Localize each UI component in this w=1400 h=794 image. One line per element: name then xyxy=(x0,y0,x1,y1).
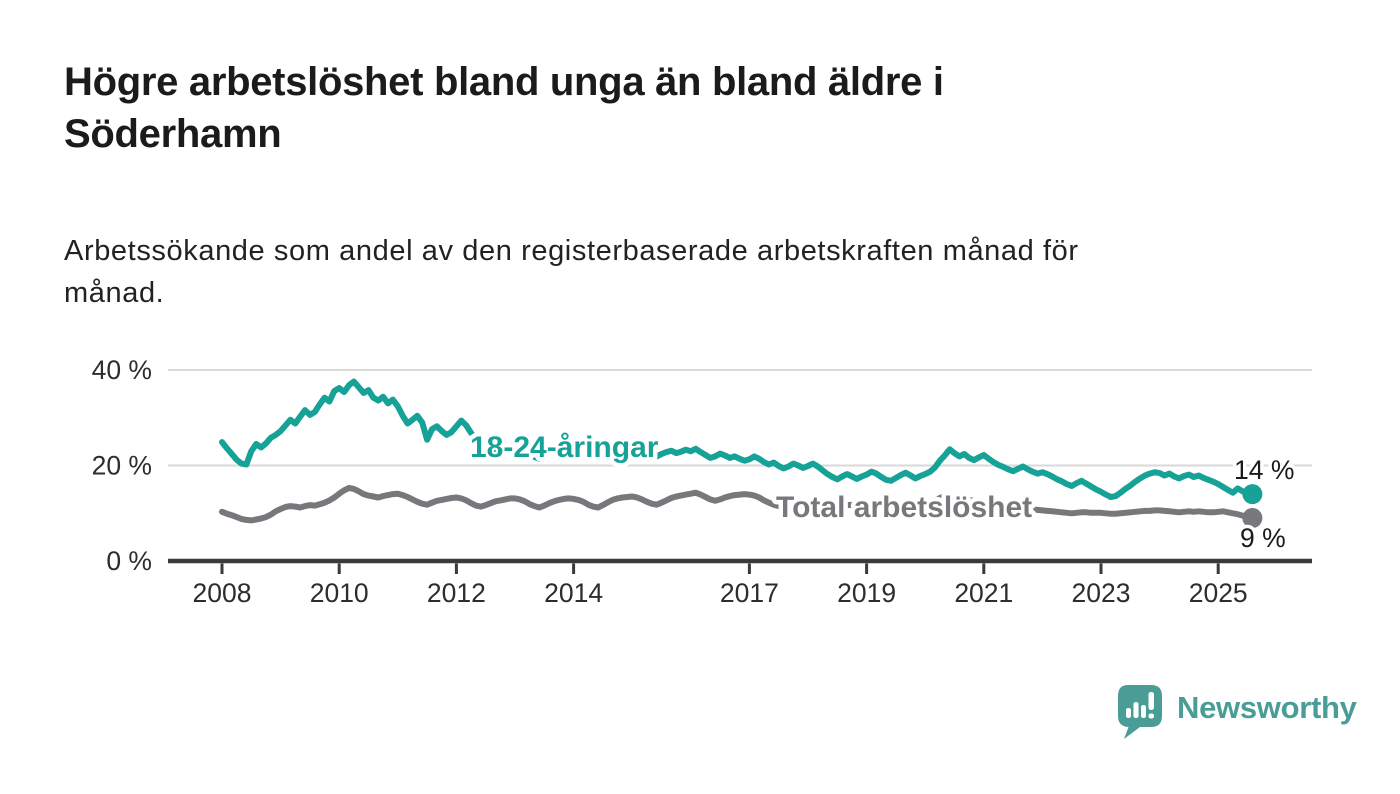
logo-bar-1 xyxy=(1126,708,1131,718)
series-label-1: Total arbetslöshet xyxy=(776,491,1032,524)
logo-bar-3 xyxy=(1141,705,1146,718)
line-chart: 2008 2010 2012 2014 2017 2019 2021 2023 2025 0 % 2… xyxy=(92,355,1312,608)
x-tick-label-2019: 2019 xyxy=(837,578,896,608)
newsworthy-logo-text: Newsworthy xyxy=(1177,690,1357,725)
page-title: Högre arbetslöshet bland unga än bland ä… xyxy=(64,56,1224,161)
series-line-0 xyxy=(219,378,1256,500)
x-tick-label-2025: 2025 xyxy=(1189,578,1248,608)
logo-speech-bubble xyxy=(1118,685,1162,739)
y-tick-label-20: 20 % xyxy=(92,451,152,481)
chart-subtitle-line-2: månad. xyxy=(64,277,165,310)
x-tick-label-2023: 2023 xyxy=(1072,578,1131,608)
x-tick-label-2021: 2021 xyxy=(954,578,1013,608)
series-end-dot-0 xyxy=(1242,484,1263,505)
series-end-label-1: 9 % xyxy=(1240,523,1286,553)
logo-exclamation-dot xyxy=(1148,713,1154,719)
logo-exclamation-bar xyxy=(1148,692,1154,710)
y-tick-label-0: 0 % xyxy=(106,546,152,576)
chart-subtitle: Arbetssökande som andel av den registerb… xyxy=(64,230,1314,314)
series-end-label-0: 14 % xyxy=(1234,455,1294,485)
x-tick-label-2010: 2010 xyxy=(310,578,369,608)
x-tick-label-2014: 2014 xyxy=(544,578,603,608)
x-tick-label-2008: 2008 xyxy=(193,578,252,608)
logo-bar-2 xyxy=(1133,702,1139,718)
newsworthy-logo: Newsworthy xyxy=(1116,684,1357,740)
y-tick-label-40: 40 % xyxy=(92,355,152,385)
page-title-line-2: Söderhamn xyxy=(64,112,282,157)
series-label-0: 18-24-åringar xyxy=(470,431,659,464)
x-tick-label-2017: 2017 xyxy=(720,578,779,608)
x-tick-label-2012: 2012 xyxy=(427,578,486,608)
chart-subtitle-line-1: Arbetssökande som andel av den registerb… xyxy=(64,235,1079,267)
series-end-dot-1 xyxy=(1242,508,1263,529)
page-title-line-1: Högre arbetslöshet bland unga än bland ä… xyxy=(64,60,944,104)
series-line-1 xyxy=(219,484,1256,524)
newsworthy-logo-icon xyxy=(1118,685,1162,739)
